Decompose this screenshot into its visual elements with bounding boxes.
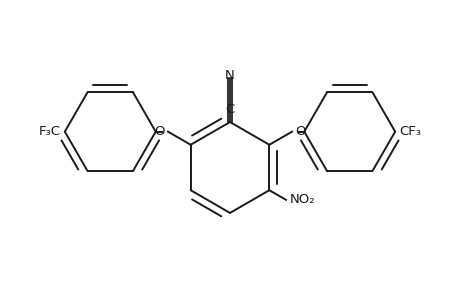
Text: CF₃: CF₃ [399,125,420,138]
Text: F₃C: F₃C [39,125,60,138]
Text: O: O [154,125,164,138]
Text: O: O [295,125,305,138]
Text: C: C [225,103,234,116]
Text: NO₂: NO₂ [289,193,314,206]
Text: N: N [224,69,235,82]
